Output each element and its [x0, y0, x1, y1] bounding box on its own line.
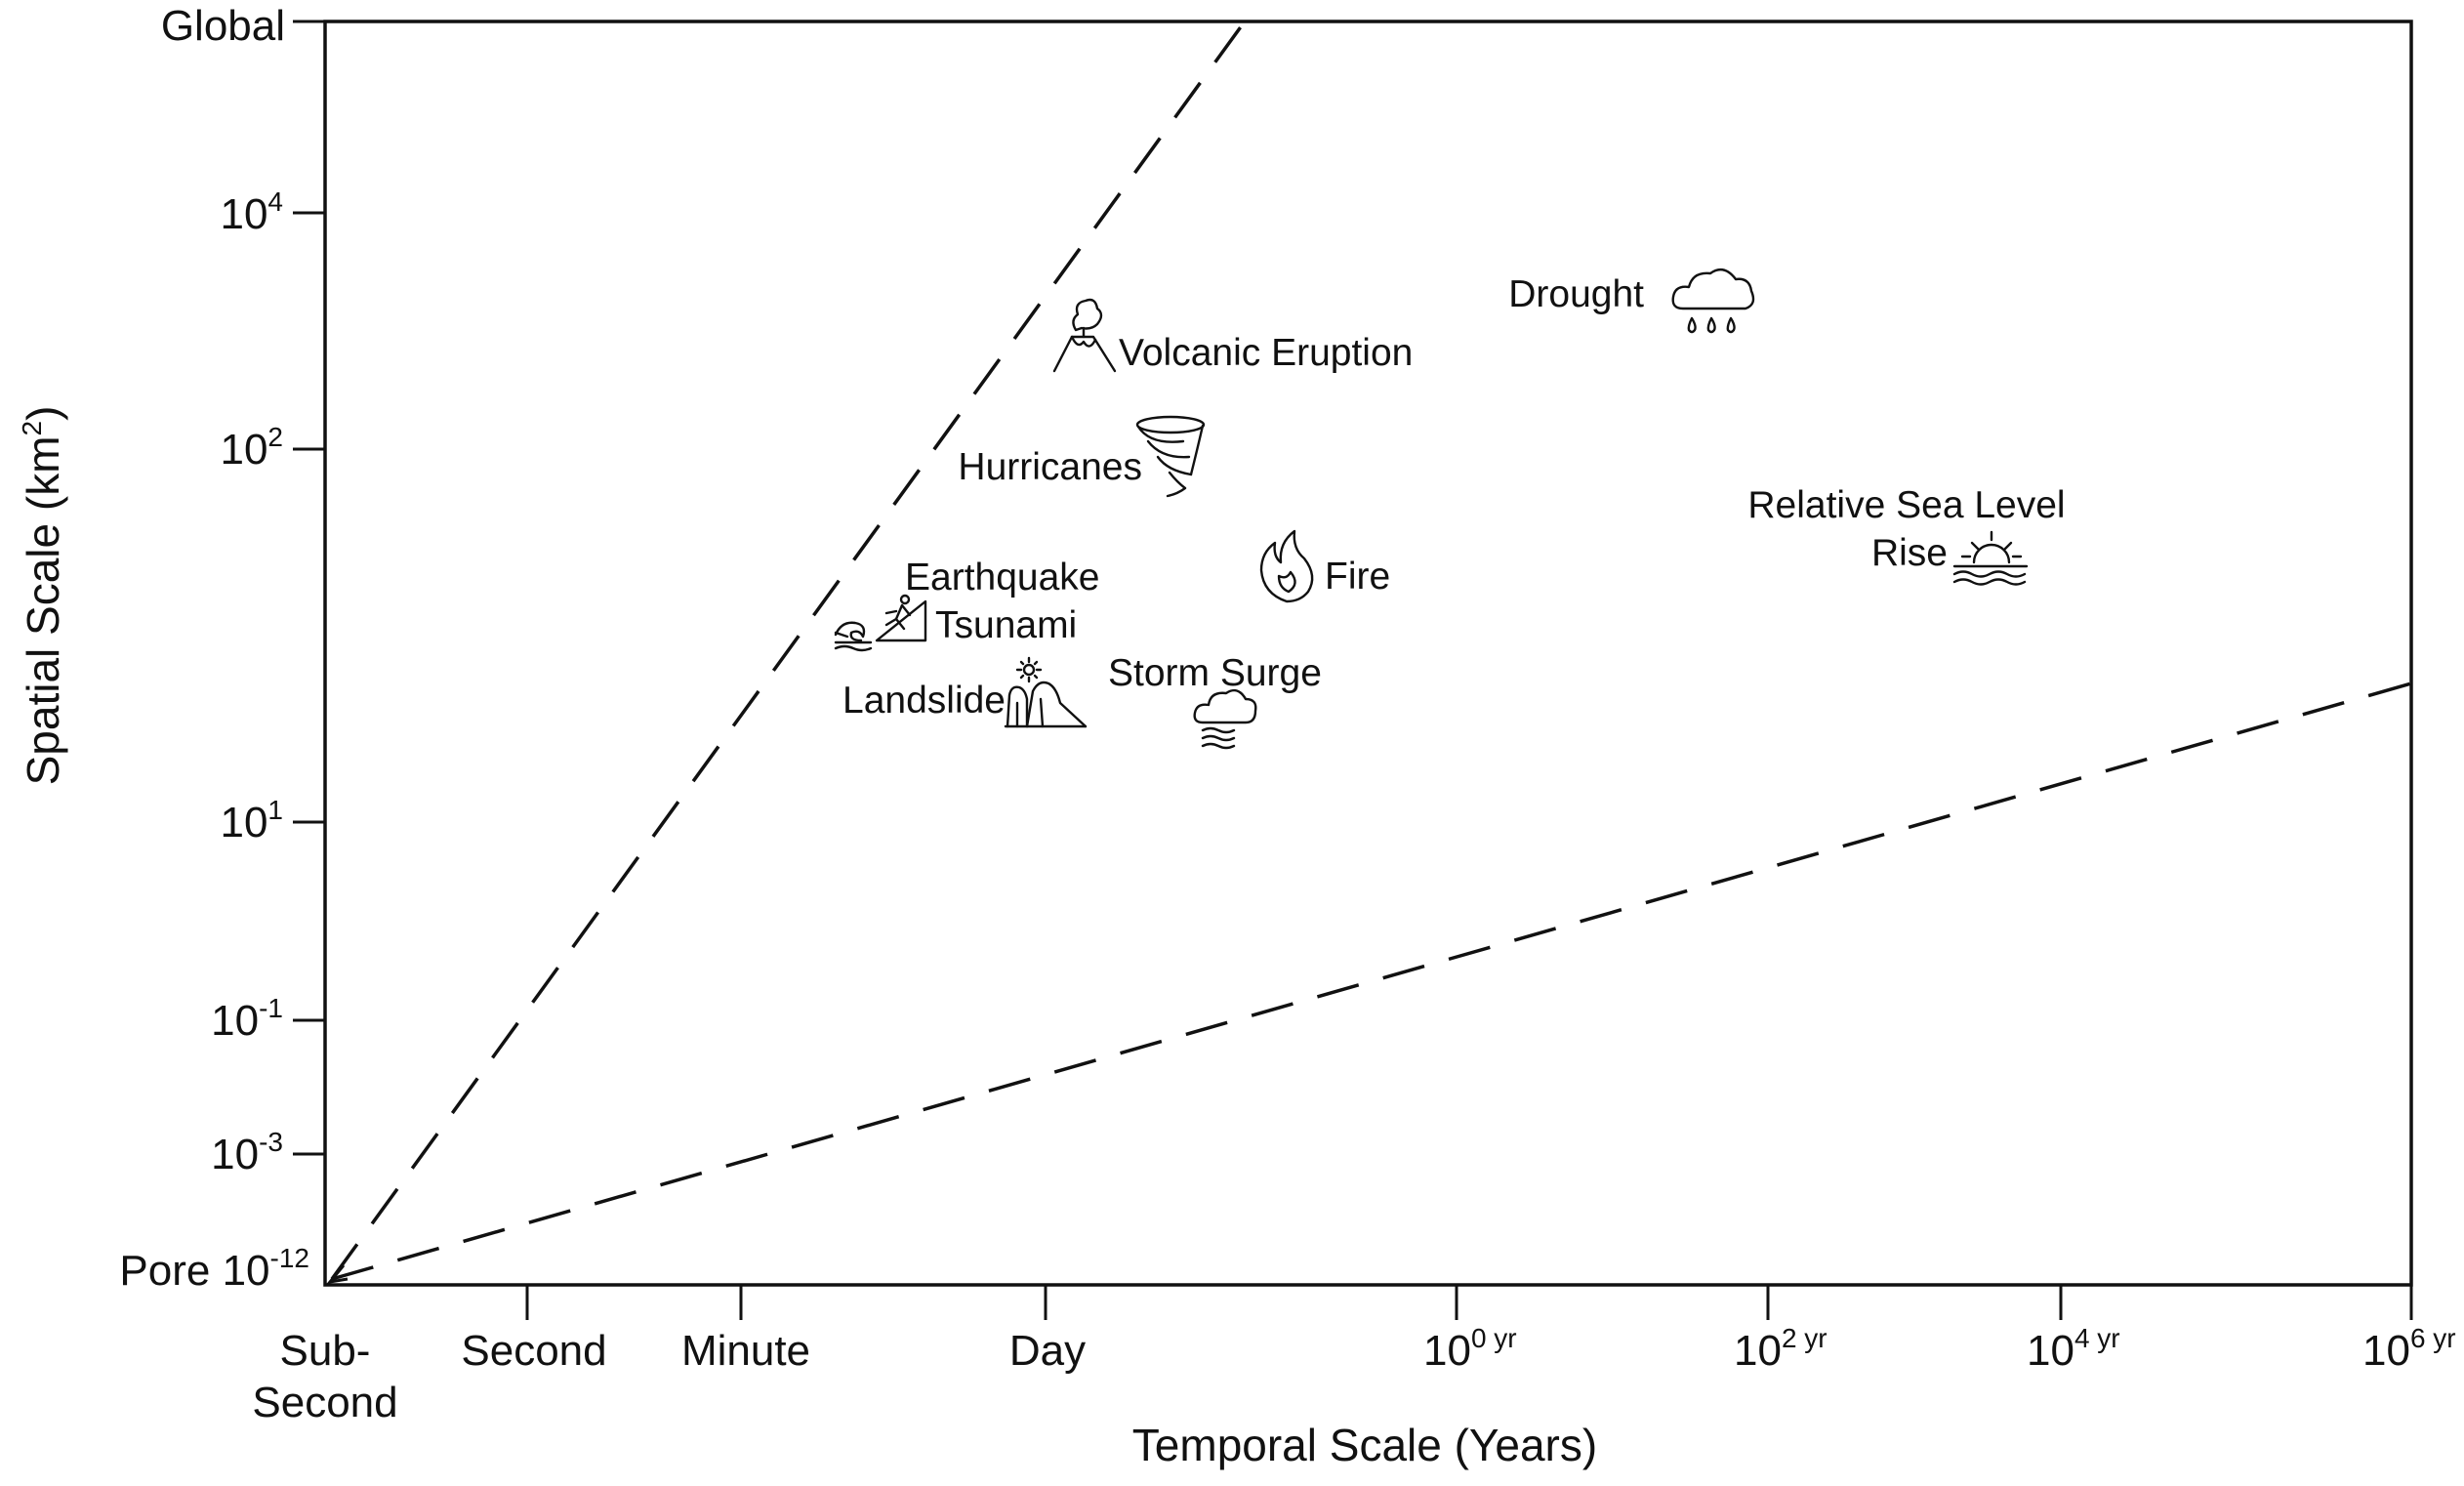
x-tick-label-1e6: 106 yr	[2362, 1323, 2456, 1375]
upper-dashed-line	[330, 20, 1247, 1281]
x-tick-label-1e4: 104 yr	[2027, 1323, 2120, 1375]
x-tick-label-day: Day	[1009, 1327, 1086, 1375]
wave-icon	[834, 621, 873, 652]
y-tick-label-pore: Pore 10-12	[119, 1243, 309, 1295]
lower-dashed-line	[331, 681, 2412, 1281]
hazard-label-tsunami: Tsunami	[935, 604, 1077, 646]
y-tick-label-1e1: 101	[220, 795, 283, 846]
x-ticks	[525, 1285, 2413, 1320]
volcano-icon	[1052, 298, 1117, 373]
origin-arrowhead	[326, 1264, 349, 1285]
y-tick-label-global: Global	[161, 2, 285, 50]
y-tick-label-1e-3: 10-3	[211, 1127, 283, 1178]
x-tick-label-subsecond: Sub-Second	[252, 1327, 397, 1426]
hazard-label-hurricanes: Hurricanes	[958, 446, 1142, 488]
x-axis-title: Temporal Scale (Years)	[1132, 1420, 1597, 1470]
plot-frame	[323, 20, 2413, 1287]
y-tick-label-1e-1: 10-1	[211, 993, 283, 1045]
hazard-label-storm-surge: Storm Surge	[1108, 652, 1322, 694]
flame-icon	[1259, 529, 1314, 603]
x-tick-label-second: Second	[461, 1327, 606, 1375]
y-ticks	[293, 20, 325, 1156]
y-tick-label-1e2: 102	[220, 422, 283, 474]
falling-person-icon	[875, 594, 927, 642]
sunset-waves-icon	[1952, 530, 2029, 586]
hazard-label-drought: Drought	[1508, 273, 1644, 315]
rain-cloud-icon	[1671, 268, 1755, 334]
tornado-icon	[1135, 415, 1206, 498]
y-axis-title: Spatial Scale (km2)	[17, 406, 68, 786]
y-tick-label-1e4: 104	[220, 186, 283, 238]
hazard-label-sea-level: Relative Sea Level	[1747, 484, 2065, 526]
x-tick-label-1e0: 100 yr	[1423, 1323, 1517, 1375]
x-tick-label-minute: Minute	[681, 1327, 810, 1375]
hazard-label-landslide: Landslide	[842, 680, 1006, 722]
x-tick-label-1e2: 102 yr	[1734, 1323, 1827, 1375]
hazard-label-volcanic-eruption: Volcanic Eruption	[1119, 332, 1413, 374]
hazard-label-sea-level-rise: Rise	[1871, 532, 1948, 574]
cloud-waves-icon	[1193, 688, 1257, 750]
hazard-label-fire: Fire	[1325, 556, 1390, 598]
hazard-label-earthquake: Earthquake	[905, 557, 1099, 599]
cliff-sun-icon	[1004, 656, 1088, 728]
